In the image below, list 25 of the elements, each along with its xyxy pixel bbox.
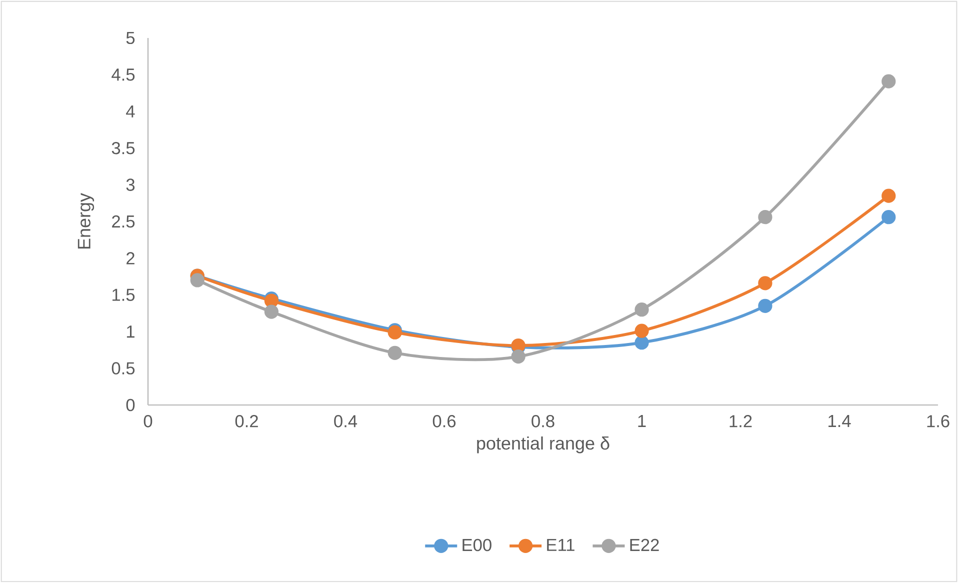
legend-label: E00	[462, 538, 492, 552]
x-tick-label: 0.6	[432, 415, 456, 428]
x-tick-label: 1.2	[730, 415, 752, 428]
y-tick-label: 2	[126, 252, 134, 264]
y-tick-label: 2.5	[112, 215, 135, 228]
y-tick-label: 5	[126, 32, 135, 44]
y-tick-label: 0.5	[112, 362, 135, 374]
y-tick-label: 3	[126, 178, 135, 191]
x-tick-label: 0.8	[532, 415, 554, 428]
y-tick-label: 0	[126, 398, 135, 412]
x-tick-label: 1.6	[927, 415, 950, 428]
x-tick-label: 1	[638, 415, 646, 427]
x-tick-label: 0.2	[235, 415, 258, 428]
legend-label: E22	[630, 538, 659, 551]
x-axis-title: potential range δ	[477, 436, 610, 454]
x-tick-label: 1.4	[828, 415, 851, 427]
y-tick-label: 1.5	[112, 288, 135, 301]
legend-label: E11	[547, 538, 574, 551]
y-tick-label: 4.5	[112, 68, 135, 81]
y-tick-label: 4	[126, 105, 135, 118]
y-axis-title: Energy	[78, 193, 94, 249]
x-tick-label: 0.4	[334, 415, 358, 428]
y-tick-label: 3.5	[112, 142, 135, 154]
x-tick-label: 0	[144, 415, 152, 428]
y-tick-label: 1	[126, 326, 134, 338]
